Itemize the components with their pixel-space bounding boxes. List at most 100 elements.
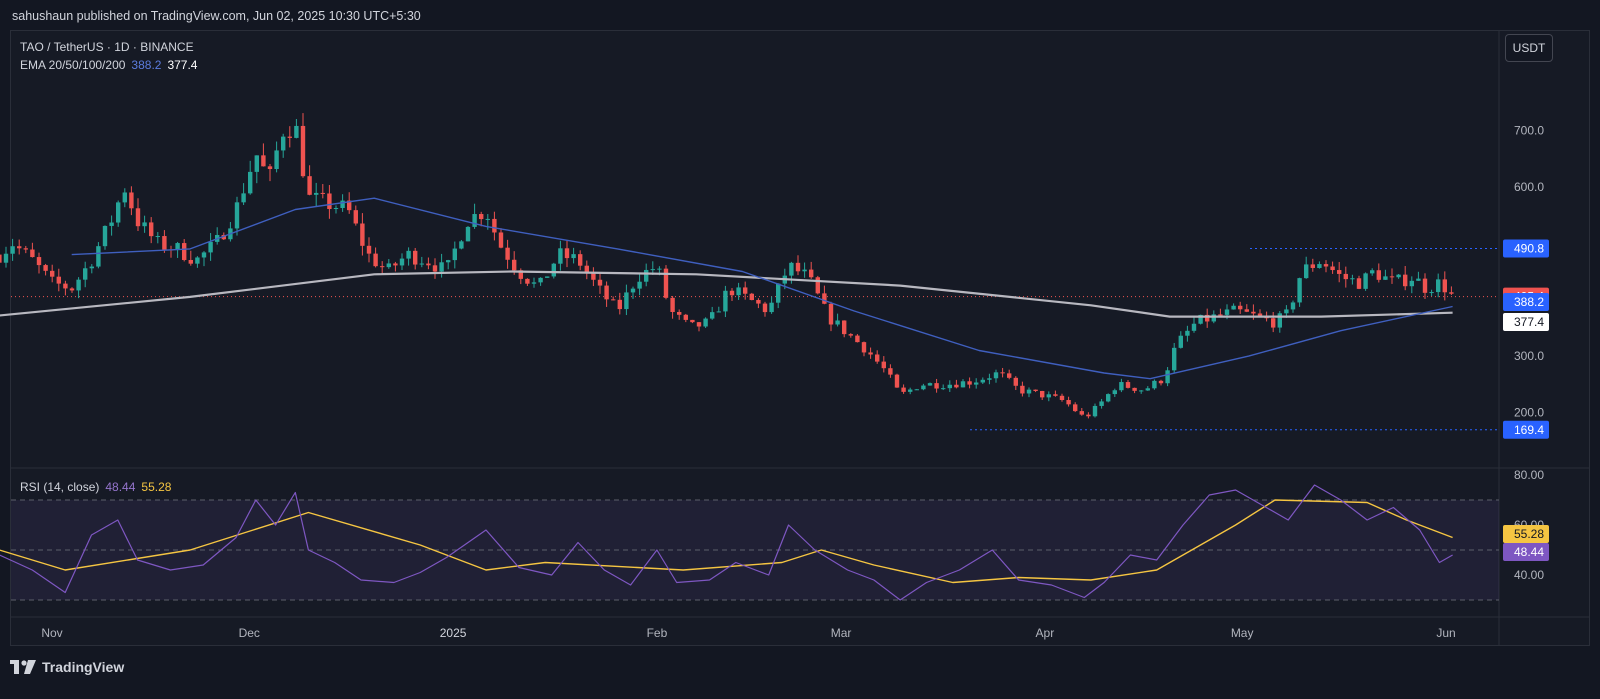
candle-body — [881, 361, 886, 369]
candle — [102, 225, 108, 250]
ema-legend[interactable]: EMA 20/50/100/200 388.2 377.4 — [20, 58, 203, 72]
candle-body — [657, 268, 662, 270]
time-tick-label: 2025 — [440, 626, 467, 640]
rsi-legend[interactable]: RSI (14, close) 48.44 55.28 — [20, 480, 177, 494]
candle-body — [637, 281, 642, 289]
candle — [214, 227, 220, 245]
candle-body — [300, 125, 306, 177]
candle-body — [927, 383, 933, 386]
candle-body — [921, 385, 926, 390]
candle — [1112, 388, 1117, 397]
candle — [828, 301, 834, 332]
candle — [756, 298, 761, 309]
candle-body — [399, 258, 405, 266]
price-tick-label: 700.0 — [1514, 124, 1544, 138]
candle — [1020, 381, 1025, 397]
candle-body — [485, 218, 490, 220]
candle — [1033, 389, 1038, 393]
candle — [1363, 272, 1368, 291]
candle-body — [247, 171, 253, 194]
time-tick-label: Feb — [647, 626, 668, 640]
candle-body — [690, 319, 695, 323]
candle-body — [1376, 270, 1381, 280]
candle — [168, 245, 174, 258]
candle-body — [841, 320, 847, 335]
candle-body — [320, 192, 325, 194]
candle-body — [1092, 405, 1098, 417]
candle-body — [1284, 309, 1289, 314]
candle-body — [36, 257, 42, 266]
candle — [412, 247, 418, 270]
price-tick-label: 600.0 — [1514, 180, 1544, 194]
candle — [762, 301, 768, 317]
candle-body — [518, 270, 523, 279]
candle-body — [1350, 278, 1355, 280]
candle — [386, 259, 391, 269]
candle — [505, 239, 510, 269]
ema-slow-line — [0, 270, 1453, 318]
candle-body — [155, 236, 160, 238]
candle — [1072, 402, 1078, 413]
candle-body — [280, 136, 286, 151]
candle — [115, 200, 121, 227]
candle — [393, 261, 398, 272]
candle-body — [333, 208, 339, 210]
candle-body — [591, 272, 596, 280]
candle-body — [1000, 372, 1005, 374]
candle-body — [947, 384, 952, 389]
candle — [208, 233, 213, 261]
candle-body — [808, 269, 814, 278]
candle — [287, 126, 292, 148]
candle — [426, 257, 431, 270]
candle — [1330, 261, 1335, 274]
ema-fast-line — [71, 197, 1453, 380]
rsi-tag: 48.44 — [1514, 545, 1544, 559]
candle — [881, 356, 886, 373]
candle-body — [934, 383, 939, 389]
chart-frame[interactable] — [10, 30, 1590, 646]
candle-body — [1059, 395, 1065, 401]
candle-body — [459, 241, 464, 249]
candle-body — [1039, 390, 1045, 398]
candle — [247, 160, 253, 195]
candle-body — [406, 250, 411, 259]
candle — [1369, 268, 1375, 276]
candle-body — [313, 192, 319, 195]
candle — [360, 213, 365, 256]
candle — [1402, 266, 1408, 291]
candle-body — [551, 263, 556, 277]
candle — [861, 341, 867, 357]
candle — [492, 211, 497, 241]
candle-body — [749, 293, 754, 300]
candle-body — [1171, 347, 1177, 371]
candle — [201, 251, 207, 267]
candle-body — [987, 378, 992, 380]
candle-body — [802, 269, 807, 272]
currency-button[interactable]: USDT — [1505, 34, 1553, 62]
candle-body — [102, 225, 108, 247]
candle — [1105, 393, 1111, 403]
candle — [808, 261, 814, 279]
candle — [769, 296, 774, 314]
symbol-legend[interactable]: TAO / TetherUS · 1D · BINANCE — [20, 40, 200, 54]
candle — [3, 246, 9, 268]
candle-body — [1138, 390, 1144, 392]
candle — [267, 163, 273, 182]
candle-body — [1277, 313, 1282, 328]
candle — [142, 215, 147, 233]
candle-body — [723, 290, 728, 312]
candle — [914, 388, 919, 391]
candle-body — [393, 263, 398, 266]
candle-body — [373, 253, 378, 267]
candle — [445, 259, 451, 270]
candle-body — [346, 200, 352, 211]
candle-body — [162, 236, 167, 250]
candle — [419, 256, 424, 268]
candle — [89, 264, 94, 274]
candle — [940, 384, 946, 391]
candle — [1218, 308, 1223, 317]
candle-body — [650, 269, 655, 271]
candle-body — [709, 312, 715, 319]
candle — [1277, 311, 1282, 333]
